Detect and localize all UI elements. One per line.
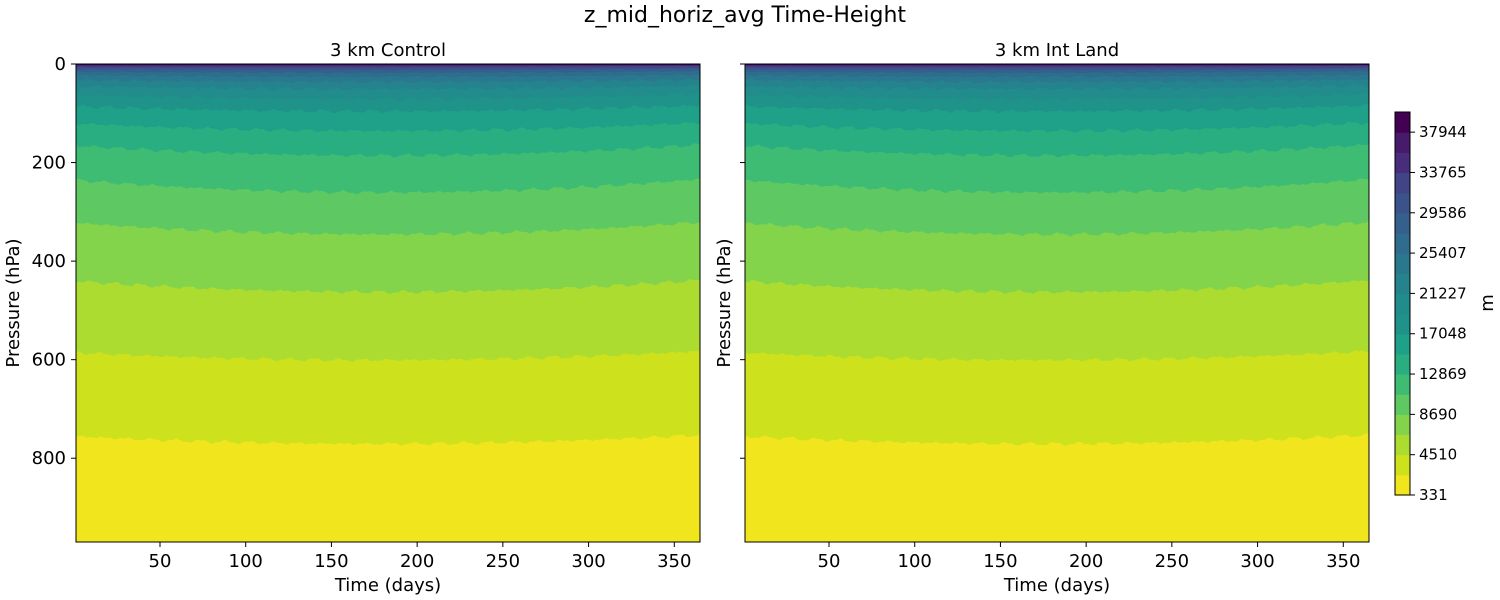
colorbar-segment [1395, 152, 1410, 174]
x-tick-label: 250 [486, 551, 520, 572]
colorbar-frame [1394, 111, 1411, 496]
colorbar-tick-label: 29586 [1419, 204, 1467, 222]
colorbar-segment [1395, 212, 1410, 234]
colorbar-segment [1395, 374, 1410, 395]
y-axis-ticks [740, 63, 745, 459]
colorbar-label: m [1477, 294, 1498, 312]
colorbar-segment [1395, 353, 1410, 375]
contour-fill [75, 63, 701, 542]
x-axis-label: Time (days) [334, 575, 441, 596]
y-tick-label: 0 [55, 54, 66, 75]
x-tick-label: 250 [1155, 551, 1189, 572]
x-tick-label: 100 [898, 551, 932, 572]
y-tick-label: 800 [32, 448, 66, 469]
colorbar-tick-label: 37944 [1419, 123, 1467, 141]
y-axis-label: Pressure (hPa) [714, 238, 735, 367]
colorbar-segment [1395, 293, 1410, 315]
x-tick-label: 200 [400, 551, 434, 572]
x-axis-ticks: 50 100 150 200 250 300 350 [149, 542, 691, 572]
colorbar-segment [1395, 253, 1410, 274]
colorbar-tick-label: 25407 [1419, 244, 1467, 262]
x-tick-label: 300 [1240, 551, 1274, 572]
y-axis-label: Pressure (hPa) [3, 238, 24, 367]
colorbar-segment [1395, 132, 1410, 153]
x-tick-label: 50 [149, 551, 172, 572]
figure-title: z_mid_horiz_avg Time-Height [584, 3, 907, 28]
plot-frame [744, 63, 1370, 543]
colorbar-tick-label: 12869 [1419, 365, 1467, 383]
x-axis-label: Time (days) [1003, 575, 1110, 596]
panel-3km-control: 3 km Control 50 100 150 200 250 300 350 0 200 40… [3, 40, 701, 596]
colorbar: 331 4510 8690 12869 17048 21227 25407 29586 3376… [1394, 111, 1498, 504]
colorbar-segment [1395, 434, 1410, 456]
colorbar-segment [1395, 273, 1410, 295]
colorbar-fill [1395, 112, 1410, 496]
x-tick-label: 100 [229, 551, 263, 572]
panel-title: 3 km Int Land [995, 40, 1119, 61]
x-tick-label: 150 [983, 551, 1017, 572]
colorbar-segment [1395, 172, 1410, 194]
colorbar-segment [1395, 454, 1410, 476]
x-tick-label: 350 [657, 551, 691, 572]
colorbar-tick-label: 33765 [1419, 163, 1467, 181]
plot-frame [75, 63, 701, 543]
colorbar-segment [1395, 414, 1410, 436]
colorbar-tick-label: 17048 [1419, 325, 1467, 343]
colorbar-tick-label: 21227 [1419, 284, 1467, 302]
y-axis-ticks: 0 200 400 600 800 [32, 54, 76, 469]
colorbar-segment [1395, 394, 1410, 415]
x-tick-label: 200 [1069, 551, 1103, 572]
x-tick-label: 50 [818, 551, 841, 572]
colorbar-segment [1395, 112, 1410, 133]
x-axis-ticks: 50 100 150 200 250 300 350 [818, 542, 1360, 572]
y-tick-label: 400 [32, 251, 66, 272]
colorbar-segment [1395, 474, 1410, 496]
colorbar-tick-label: 4510 [1419, 446, 1457, 464]
colorbar-tick-label: 8690 [1419, 405, 1457, 423]
colorbar-tick-label: 331 [1419, 486, 1448, 504]
x-tick-label: 300 [571, 551, 605, 572]
colorbar-segment [1395, 192, 1410, 214]
colorbar-segment [1395, 313, 1410, 335]
panel-title: 3 km Control [330, 40, 446, 61]
colorbar-segment [1395, 232, 1410, 254]
y-tick-label: 600 [32, 350, 66, 371]
colorbar-ticks: 331 4510 8690 12869 17048 21227 25407 29586 3376… [1410, 123, 1467, 504]
colorbar-segment [1395, 333, 1410, 355]
panel-3km-int-land: 3 km Int Land 50 100 150 200 250 300 350 Time … [714, 40, 1370, 596]
x-tick-label: 350 [1326, 551, 1360, 572]
y-tick-label: 200 [32, 153, 66, 174]
x-tick-label: 150 [314, 551, 348, 572]
contour-fill [744, 63, 1370, 542]
